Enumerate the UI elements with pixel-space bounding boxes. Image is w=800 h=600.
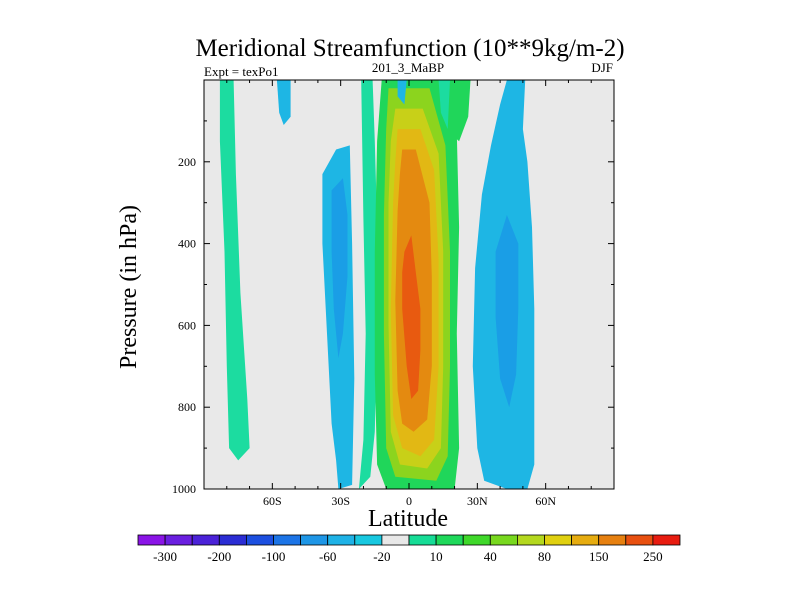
contour-region-6 xyxy=(447,80,471,142)
colorbar-label: -100 xyxy=(262,549,286,564)
colorbar-box xyxy=(517,534,545,546)
x-tick-label: 0 xyxy=(406,494,412,508)
colorbar-label: 250 xyxy=(643,549,663,564)
x-tick-label: 60N xyxy=(535,494,556,508)
y-tick-label: 400 xyxy=(178,237,196,251)
contour-region-14 xyxy=(495,215,519,408)
colorbar-box xyxy=(544,534,573,546)
colorbar-label: -60 xyxy=(319,549,336,564)
colorbar-label: 80 xyxy=(538,549,551,564)
colorbar-label: 150 xyxy=(589,549,609,564)
center-label: 201_3_MaBP xyxy=(372,60,444,75)
colorbar-box xyxy=(652,534,681,546)
y-axis-label: Pressure (in hPa) xyxy=(116,205,142,369)
colorbar-box xyxy=(354,534,383,546)
colorbar-box xyxy=(245,534,274,546)
y-tick-label: 200 xyxy=(178,155,196,169)
colorbar-box xyxy=(164,534,193,546)
colorbar-label: -300 xyxy=(153,549,177,564)
contour-region-1 xyxy=(276,80,291,125)
x-tick-label: 30S xyxy=(331,494,350,508)
x-tick-label: 30N xyxy=(467,494,488,508)
chart-title: Meridional Streamfunction (10**9kg/m-2) xyxy=(195,35,624,62)
y-tick-label: 600 xyxy=(178,318,196,332)
colorbar-box xyxy=(435,534,464,546)
right-label: DJF xyxy=(591,60,613,75)
contour-region-0 xyxy=(219,80,250,461)
colorbar-label: 10 xyxy=(430,549,443,564)
colorbar-box xyxy=(137,534,166,546)
colorbar-box xyxy=(191,534,220,546)
y-tick-label: 1000 xyxy=(172,482,196,496)
colorbar-box xyxy=(408,534,437,546)
colorbar-box xyxy=(381,534,410,546)
colorbar-label: 40 xyxy=(484,549,497,564)
contour-regions xyxy=(219,80,535,489)
x-tick-label: 60S xyxy=(263,494,282,508)
y-axis: 200 400 600 800 1000 xyxy=(172,120,614,496)
contour-region-12 xyxy=(402,235,421,399)
y-tick-label: 800 xyxy=(178,400,196,414)
colorbar-box xyxy=(218,534,247,546)
x-axis-label: Latitude xyxy=(368,506,448,532)
colorbar-label: -20 xyxy=(373,549,390,564)
colorbar-box xyxy=(327,534,356,546)
colorbar-labels: -300 -200 -100 -60 -20 10 40 80 150 250 xyxy=(153,549,662,564)
colorbar xyxy=(137,534,681,546)
colorbar-box xyxy=(273,534,302,546)
left-label: Expt = texPo1 xyxy=(204,64,279,79)
colorbar-box xyxy=(489,534,518,546)
x-axis: 60S 30S 0 30N 60N xyxy=(226,80,592,508)
colorbar-box xyxy=(300,534,329,546)
colorbar-box xyxy=(462,534,491,546)
contour-region-3 xyxy=(331,178,348,359)
colorbar-label: -200 xyxy=(207,549,231,564)
contour-region-7 xyxy=(438,80,450,130)
colorbar-box xyxy=(571,534,600,546)
contour-region-4 xyxy=(358,80,378,489)
contour-region-15 xyxy=(397,80,407,105)
colorbar-box xyxy=(625,534,654,546)
colorbar-box xyxy=(598,534,627,546)
plot-area xyxy=(203,79,615,490)
